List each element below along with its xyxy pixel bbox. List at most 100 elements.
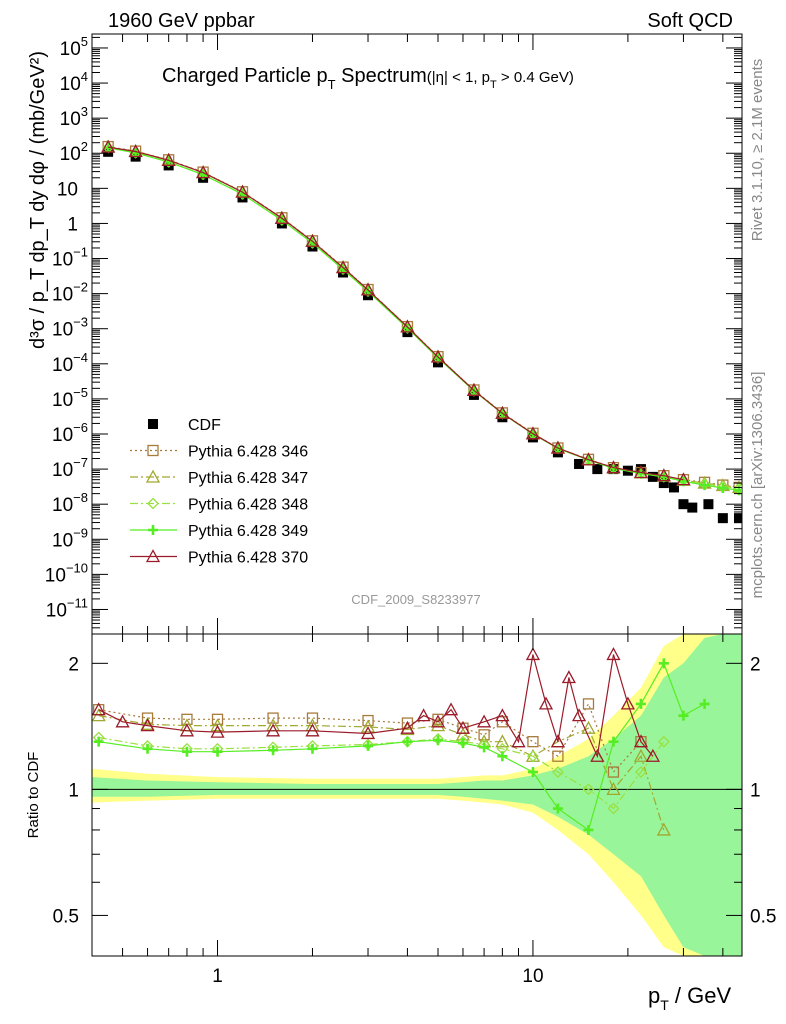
ratio-series-line xyxy=(98,715,665,831)
data-point xyxy=(703,499,714,510)
ratio-point xyxy=(181,746,192,757)
ratio-point xyxy=(645,748,660,762)
ratio-y-tick-label: 0.5 xyxy=(53,906,79,927)
series-1 xyxy=(102,140,742,494)
ratio-point xyxy=(432,735,443,746)
ratio-point xyxy=(210,718,225,732)
y-tick-label: 10−7 xyxy=(52,455,88,481)
data-point xyxy=(687,502,698,513)
legend-label: CDF xyxy=(188,417,221,434)
ratio-point xyxy=(495,734,510,748)
data-point xyxy=(466,382,482,396)
ratio-point xyxy=(360,726,376,740)
data-point xyxy=(430,349,446,363)
ratio-point xyxy=(678,710,689,721)
data-point xyxy=(678,499,689,510)
series-line xyxy=(107,147,740,490)
main-panel: 10510410310210110−110−210−310−410−510−61… xyxy=(27,33,743,635)
ratio-panel-frame xyxy=(91,633,743,957)
ratio-point xyxy=(511,734,526,748)
legend-label: Pythia 6.428 370 xyxy=(188,550,308,567)
legend-item: CDF xyxy=(148,417,221,434)
data-point xyxy=(335,260,351,274)
legend-item: Pythia 6.428 347 xyxy=(130,469,308,487)
data-point xyxy=(128,144,143,158)
x-tick-label: 10 xyxy=(522,966,543,987)
ratio-point xyxy=(142,743,153,754)
ratio-point xyxy=(307,743,318,754)
main-y-axis-label: d³σ / p_T dp_T dy dφ / (mb/GeV²) xyxy=(27,51,49,349)
ratio-panel: 2 2 1 1 0.5 0.5 1 10 Ratio to CDF pT / GeV xyxy=(25,633,776,1013)
ratio-point xyxy=(657,735,670,748)
y-tick-label: 104 xyxy=(60,69,88,95)
ratio-point xyxy=(268,745,279,756)
series-2 xyxy=(101,139,742,494)
ratio-point xyxy=(140,718,155,732)
mcplots-label: mcplots.cern.ch [arXiv:1306.3436] xyxy=(749,372,766,599)
uncertainty-band-yellow xyxy=(92,634,742,956)
y-tick-label: 103 xyxy=(60,104,88,130)
ratio-y-tick-label-right: 1 xyxy=(750,780,761,801)
series-line xyxy=(108,146,740,488)
y-tick-label: 102 xyxy=(60,139,88,165)
ratio-point xyxy=(582,698,595,710)
data-point xyxy=(550,440,566,454)
ratio-point xyxy=(607,766,620,778)
ratio-point xyxy=(430,718,446,732)
y-tick-label: 10−10 xyxy=(45,560,88,586)
ratio-point xyxy=(416,708,431,722)
ratio-point xyxy=(590,748,605,762)
legend-marker xyxy=(145,469,161,483)
header-left: 1960 GeV ppbar xyxy=(108,10,255,32)
ratio-y-tick-label: 1 xyxy=(68,780,79,801)
ratio-point xyxy=(211,713,224,725)
data-point xyxy=(495,405,510,419)
ratio-point xyxy=(527,750,539,763)
ratio-point xyxy=(141,712,154,724)
data-point xyxy=(606,460,621,474)
watermark: CDF_2009_S8233977 xyxy=(351,592,480,607)
ratio-point xyxy=(550,734,566,748)
ratio-point xyxy=(581,720,596,734)
data-point xyxy=(525,426,541,440)
ratio-point xyxy=(402,736,413,747)
ratio-point xyxy=(267,712,279,724)
y-tick-label: 10−4 xyxy=(52,350,88,376)
ratio-y-tick-label-right: 0.5 xyxy=(750,906,776,927)
ratio-point xyxy=(633,748,649,762)
legend-item: Pythia 6.428 349 xyxy=(130,523,308,540)
ratio-point xyxy=(635,766,647,778)
data-point xyxy=(195,165,211,179)
ratio-point xyxy=(360,719,376,733)
ratio-y-tick-label: 2 xyxy=(68,654,79,675)
ratio-point xyxy=(620,696,635,710)
legend: CDF Pythia 6.428 346 Pythia 6.428 347 Pythi… xyxy=(130,417,308,567)
ratio-point xyxy=(305,723,320,737)
ratio-point xyxy=(607,802,620,815)
ratio-series-4 xyxy=(92,647,660,762)
y-tick-label: 10−11 xyxy=(46,595,88,621)
legend-label: Pythia 6.428 348 xyxy=(188,497,308,514)
ratio-point xyxy=(606,647,621,661)
data-point xyxy=(360,282,376,296)
y-tick-label: 10−3 xyxy=(52,315,88,341)
main-title: Charged Particle pT Spectrum(|η| < 1, pT… xyxy=(162,65,574,92)
ratio-point xyxy=(476,714,492,728)
data-point xyxy=(676,472,691,486)
ratio-point xyxy=(115,714,130,728)
ratio-point xyxy=(92,702,106,716)
ratio-point xyxy=(430,714,446,728)
ratio-point xyxy=(265,723,281,737)
legend-marker xyxy=(148,419,158,429)
series-line xyxy=(107,147,740,491)
ratio-point xyxy=(552,750,564,762)
data-point xyxy=(668,482,679,493)
legend-item: Pythia 6.428 346 xyxy=(130,444,308,461)
x-axis-label: pT / GeV xyxy=(648,983,731,1013)
ratio-point xyxy=(608,736,619,747)
series-0 xyxy=(103,146,742,524)
y-tick-label: 10−5 xyxy=(52,385,88,411)
legend-marker xyxy=(147,444,159,457)
ratio-point xyxy=(525,647,541,661)
